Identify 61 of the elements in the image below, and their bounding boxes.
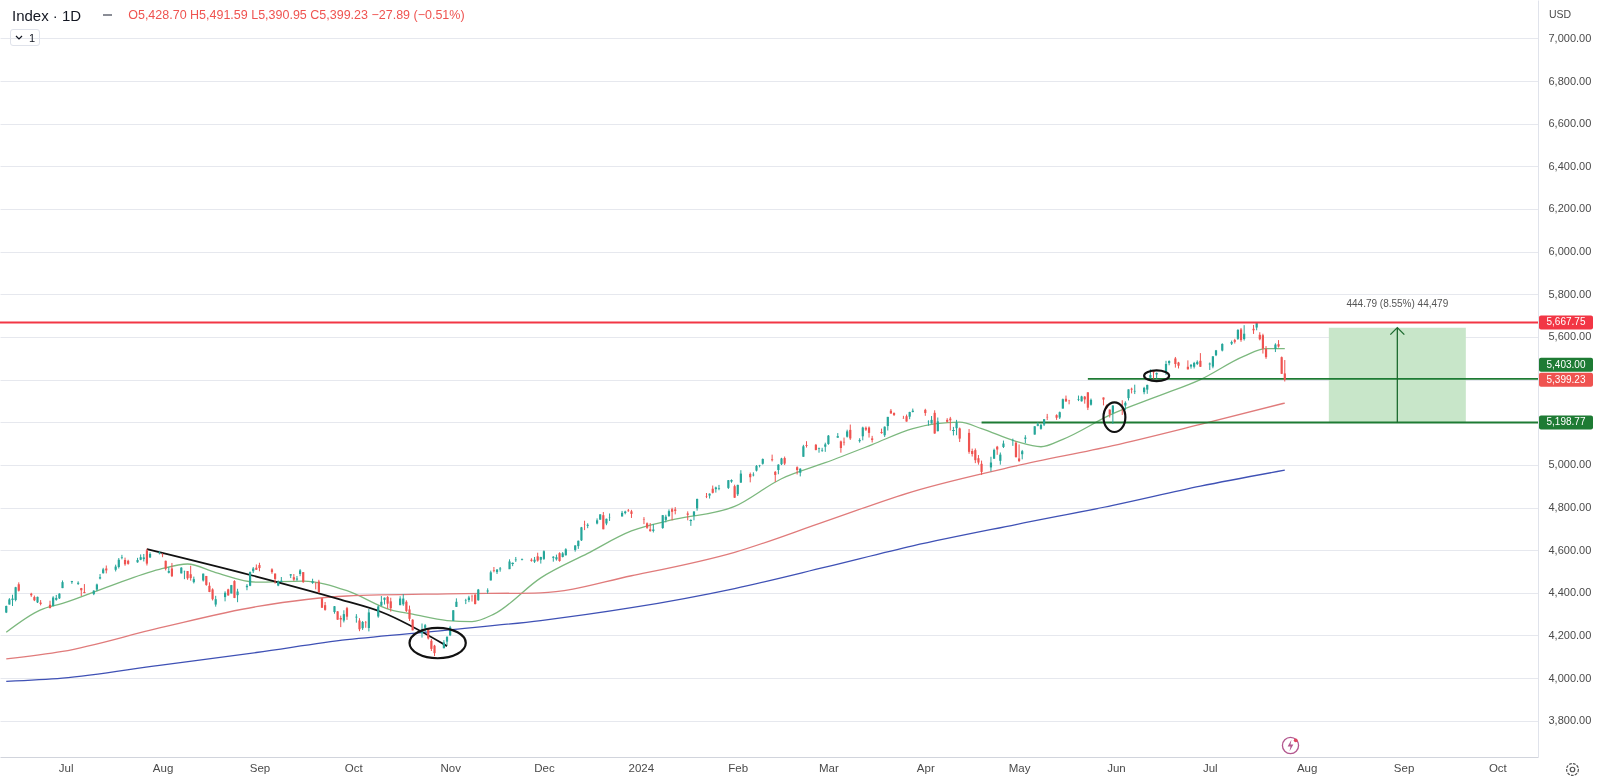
candlestick xyxy=(492,566,496,573)
y-tick-label: 7,000.00 xyxy=(1548,31,1592,44)
x-tick-label: Nov xyxy=(440,761,462,774)
candlestick xyxy=(717,484,721,491)
x-tick-label: Apr xyxy=(916,761,935,774)
x-tick-label: Jun xyxy=(1107,761,1126,774)
y-tick-label: 6,000.00 xyxy=(1548,245,1592,258)
y-tick-label: 5,600.00 xyxy=(1548,330,1592,343)
y-tick-label: 4,600.00 xyxy=(1548,543,1592,556)
candlestick xyxy=(530,557,533,563)
x-tick-label: Jul xyxy=(58,761,74,774)
line-series xyxy=(5,469,1286,682)
data-label: 5,403.00 xyxy=(1546,358,1586,370)
x-tick-label: Dec xyxy=(534,761,555,774)
candlestick xyxy=(642,516,646,525)
data-label: 5,198.77 xyxy=(1546,416,1586,428)
candlestick xyxy=(892,411,896,417)
candlestick xyxy=(821,447,824,453)
x-tick-label: Jul xyxy=(1202,761,1218,774)
candlestick xyxy=(805,440,808,449)
ref-line-label: 5,667.75 xyxy=(1546,316,1586,328)
line-series xyxy=(5,402,1286,660)
dropdown-button: 1 xyxy=(10,29,41,46)
y-tick-label: 5,000.00 xyxy=(1548,458,1592,471)
y-tick-label: 6,400.00 xyxy=(1548,159,1592,172)
y-tick-label: 4,200.00 xyxy=(1548,628,1592,641)
x-tick-label: Oct xyxy=(344,761,364,774)
x-tick-label: Oct xyxy=(1488,761,1508,774)
data-label: 444.79 (8.55%) 44,479 xyxy=(1346,297,1449,309)
candlestick xyxy=(367,608,370,632)
candlestick xyxy=(967,428,971,455)
y-tick-label: 6,600.00 xyxy=(1548,117,1592,130)
y-axis-title: USD xyxy=(1549,8,1572,20)
y-tick-label: 5,800.00 xyxy=(1548,287,1592,300)
x-tick-label: 2024 xyxy=(628,761,655,774)
x-tick-label: Sep xyxy=(1393,761,1415,774)
annotation: 5,399.23 xyxy=(1546,373,1586,385)
chart-title: Index · 1D xyxy=(12,6,82,24)
y-tick-label: 6,200.00 xyxy=(1548,202,1592,215)
text: O5,428.70 H5,491.59 L5,390.95 C5,399.23 −27.89 (−0.51%) xyxy=(128,8,465,22)
candlestick xyxy=(98,573,102,580)
x-tick-label: May xyxy=(1008,761,1031,774)
candlestick xyxy=(1064,395,1068,403)
y-tick-label: 4,000.00 xyxy=(1548,671,1592,684)
x-tick-label: Aug xyxy=(152,761,174,774)
candlestick xyxy=(120,554,124,560)
x-tick-label: Mar xyxy=(818,761,839,774)
candlestick xyxy=(1283,359,1286,382)
y-tick-label: 4,400.00 xyxy=(1548,586,1592,599)
x-tick-label: Sep xyxy=(249,761,271,774)
candlestick xyxy=(771,454,774,462)
y-tick-label: 3,800.00 xyxy=(1548,714,1592,727)
x-tick-label: Feb xyxy=(728,761,749,774)
candlestick xyxy=(467,595,470,603)
line-series xyxy=(5,348,1286,633)
candlestick xyxy=(817,447,821,454)
annotation: 1 xyxy=(29,31,36,44)
y-tick-label: 4,800.00 xyxy=(1548,501,1592,514)
line-series xyxy=(146,548,448,648)
x-tick-label: Aug xyxy=(1296,761,1318,774)
y-tick-label: 6,800.00 xyxy=(1548,74,1592,87)
